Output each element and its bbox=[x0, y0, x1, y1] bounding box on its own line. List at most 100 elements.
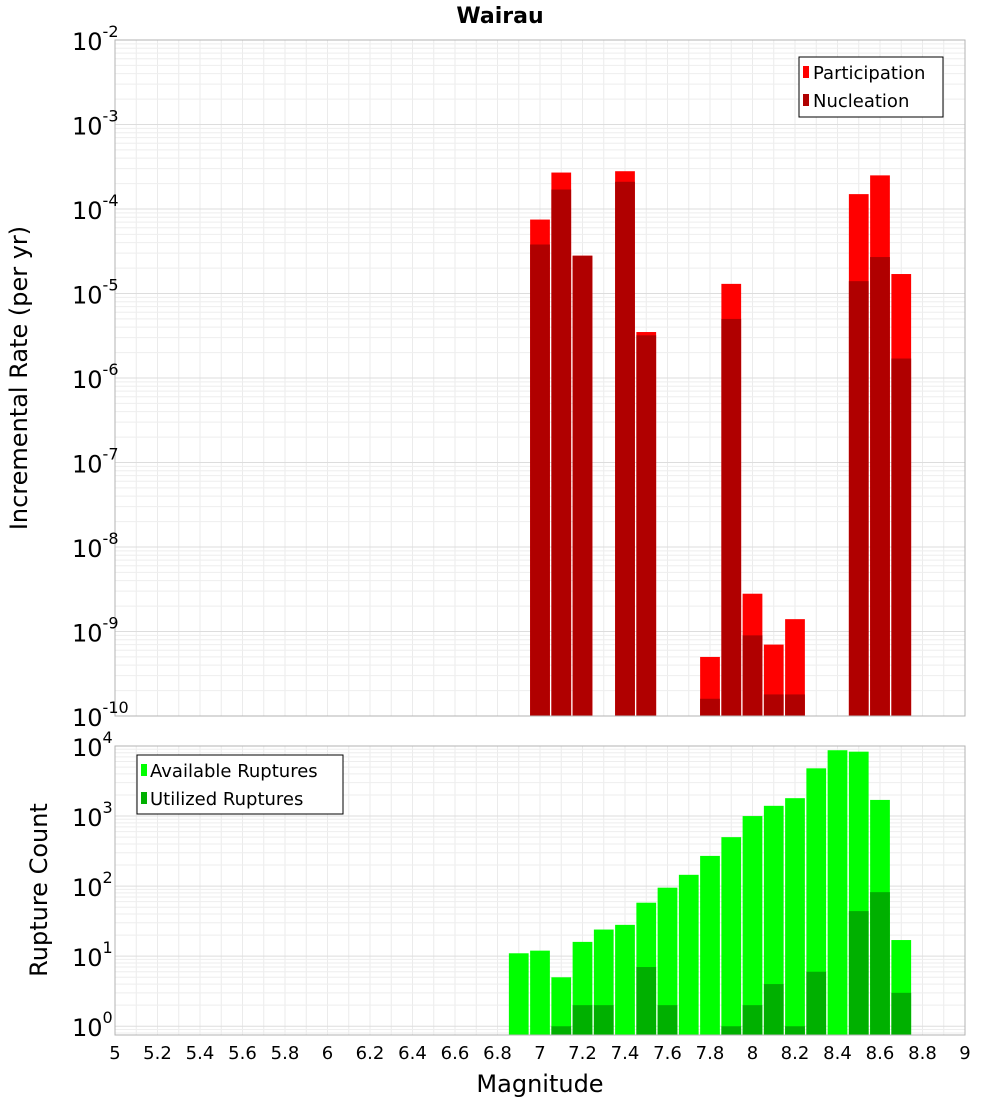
rate-y-tick-label: 10-5 bbox=[72, 276, 119, 310]
magnitude-tick-label: 6.4 bbox=[398, 1043, 427, 1064]
rate-panel: 10-2 10-3 10-4 10-5 10-6 10-7 10-8 10-9 10-10 In… bbox=[5, 22, 966, 732]
rate-nucleation-bar bbox=[848, 281, 869, 716]
rupture-y-tick-label: 102 bbox=[72, 868, 113, 902]
rupture-available-ruptures-bar bbox=[657, 887, 678, 1035]
magnitude-tick-label: 5.2 bbox=[143, 1043, 172, 1064]
rate-participation-bar bbox=[785, 619, 805, 716]
rupture-utilized-ruptures-bar bbox=[593, 1005, 614, 1035]
rupture-available-ruptures-bar bbox=[700, 855, 720, 1035]
rupture-y-tick-label: 100 bbox=[72, 1008, 113, 1042]
rate-nucleation-bar bbox=[891, 358, 912, 716]
magnitude-tick-label: 6.6 bbox=[441, 1043, 470, 1064]
rupture-legend-box bbox=[136, 754, 344, 815]
rupture-utilized-ruptures-bar bbox=[870, 892, 890, 1035]
rate-legend-box bbox=[798, 56, 944, 118]
rate-nucleation-bar bbox=[763, 694, 784, 716]
rupture-available-ruptures-bar bbox=[678, 874, 699, 1035]
magnitude-tick-label: 7.6 bbox=[653, 1043, 682, 1064]
magnitude-tick-label: 5 bbox=[109, 1043, 120, 1064]
rupture-utilized-ruptures-bar bbox=[763, 984, 784, 1035]
utilized-legend-swatch bbox=[141, 792, 147, 804]
chart-title: Wairau bbox=[456, 4, 543, 29]
rate-y-tick-label: 10-3 bbox=[72, 107, 119, 141]
rupture-available-ruptures-bar bbox=[551, 977, 572, 1035]
rate-nucleation-bar bbox=[721, 318, 742, 716]
participation-legend-swatch bbox=[803, 66, 809, 78]
rate-y-tick-label: 10-6 bbox=[72, 360, 119, 394]
rate-y-tick-label: 10-7 bbox=[72, 445, 119, 479]
magnitude-tick-label: 8.8 bbox=[908, 1043, 937, 1064]
rupture-utilized-ruptures-bar bbox=[742, 1005, 763, 1035]
rupture-y-tick-label: 101 bbox=[72, 938, 113, 972]
nucleation-legend-label: Nucleation bbox=[813, 91, 909, 112]
rate-nucleation-bar bbox=[700, 698, 720, 716]
rupture-y-tick-labels: 104 103 102 101 100 bbox=[72, 728, 113, 1042]
rupture-utilized-ruptures-bar bbox=[636, 967, 657, 1035]
rate-y-tick-labels: 10-2 10-3 10-4 10-5 10-6 10-7 10-8 10-9 10-10 bbox=[72, 22, 129, 732]
nucleation-legend-swatch bbox=[803, 94, 809, 106]
x-axis-label: Magnitude bbox=[476, 1070, 603, 1098]
rupture-utilized-ruptures-bar bbox=[721, 1026, 742, 1035]
rupture-utilized-ruptures-bar bbox=[806, 971, 827, 1035]
rupture-y-tick-label: 103 bbox=[72, 798, 113, 832]
rate-legend: Participation Nucleation bbox=[798, 56, 944, 118]
available-legend-label: Available Ruptures bbox=[150, 761, 318, 782]
rate-nucleation-bar bbox=[551, 189, 572, 716]
rate-nucleation-bar bbox=[615, 181, 635, 717]
utilized-legend-label: Utilized Ruptures bbox=[150, 789, 303, 810]
rupture-available-ruptures-bar bbox=[763, 805, 784, 1035]
available-legend-swatch bbox=[141, 764, 147, 776]
rupture-available-ruptures-bar bbox=[615, 924, 635, 1035]
rupture-available-ruptures-bar bbox=[508, 953, 529, 1035]
rupture-utilized-ruptures-bar bbox=[551, 1026, 572, 1035]
rupture-legend: Available Ruptures Utilized Ruptures bbox=[136, 754, 344, 815]
magnitude-tick-label: 7.2 bbox=[568, 1043, 597, 1064]
magnitude-tick-label: 8.4 bbox=[823, 1043, 852, 1064]
magnitude-tick-label: 5.6 bbox=[228, 1043, 257, 1064]
participation-legend-label: Participation bbox=[813, 63, 925, 84]
rate-y-tick-label: 10-8 bbox=[72, 529, 119, 563]
magnitude-tick-label: 6.2 bbox=[356, 1043, 385, 1064]
rupture-utilized-ruptures-bar bbox=[891, 992, 912, 1035]
magnitude-tick-label: 5.4 bbox=[186, 1043, 215, 1064]
magnitude-tick-label: 8.2 bbox=[781, 1043, 810, 1064]
rupture-utilized-ruptures-bar bbox=[657, 1005, 678, 1035]
rate-nucleation-bar bbox=[636, 335, 657, 716]
magnitude-tick-label: 7.4 bbox=[611, 1043, 640, 1064]
rupture-available-ruptures-bar bbox=[742, 816, 763, 1035]
magnitude-tick-label: 6.8 bbox=[483, 1043, 512, 1064]
magnitude-tick-label: 8 bbox=[747, 1043, 758, 1064]
magnitude-tick-label: 6 bbox=[322, 1043, 333, 1064]
rate-y-tick-label: 10-9 bbox=[72, 614, 119, 648]
rate-nucleation-bar bbox=[742, 635, 763, 716]
magnitude-tick-label: 7 bbox=[534, 1043, 545, 1064]
rupture-y-tick-label: 104 bbox=[72, 728, 113, 762]
rate-bars bbox=[530, 171, 912, 717]
rate-y-axis-label: Incremental Rate (per yr) bbox=[5, 226, 33, 530]
magnitude-tick-label: 9 bbox=[959, 1043, 970, 1064]
rate-plot-border bbox=[114, 39, 966, 717]
rupture-available-ruptures-bar bbox=[785, 798, 805, 1035]
rupture-available-ruptures-bar bbox=[721, 837, 742, 1035]
rupture-panel: 104 103 102 101 100 Rupture Count Available … bbox=[25, 728, 971, 1098]
rupture-available-ruptures-bar bbox=[806, 768, 827, 1035]
rupture-utilized-ruptures-bar bbox=[785, 1026, 805, 1035]
rupture-utilized-ruptures-bar bbox=[572, 1005, 593, 1035]
magnitude-tick-label: 5.8 bbox=[271, 1043, 300, 1064]
rate-nucleation-bar bbox=[785, 694, 805, 716]
rate-nucleation-bar bbox=[572, 255, 593, 716]
rate-nucleation-bar bbox=[530, 244, 550, 716]
magnitude-tick-labels: 5 5.2 5.4 5.6 5.8 6 6.2 6.4 6.6 6.8 7 7.2 7.4 7.6 7.8 8… bbox=[109, 1043, 970, 1064]
rate-y-tick-label: 10-10 bbox=[72, 698, 129, 732]
magnitude-tick-label: 8.6 bbox=[866, 1043, 895, 1064]
rate-y-tick-label: 10-2 bbox=[72, 22, 119, 56]
rate-nucleation-bar bbox=[870, 257, 890, 716]
rupture-plot-border bbox=[114, 745, 966, 1036]
rupture-available-ruptures-bar bbox=[530, 950, 550, 1035]
rupture-utilized-ruptures-bar bbox=[848, 911, 869, 1035]
magnitude-tick-label: 7.8 bbox=[696, 1043, 725, 1064]
rate-y-tick-label: 10-4 bbox=[72, 191, 119, 225]
rupture-available-ruptures-bar bbox=[827, 750, 848, 1035]
